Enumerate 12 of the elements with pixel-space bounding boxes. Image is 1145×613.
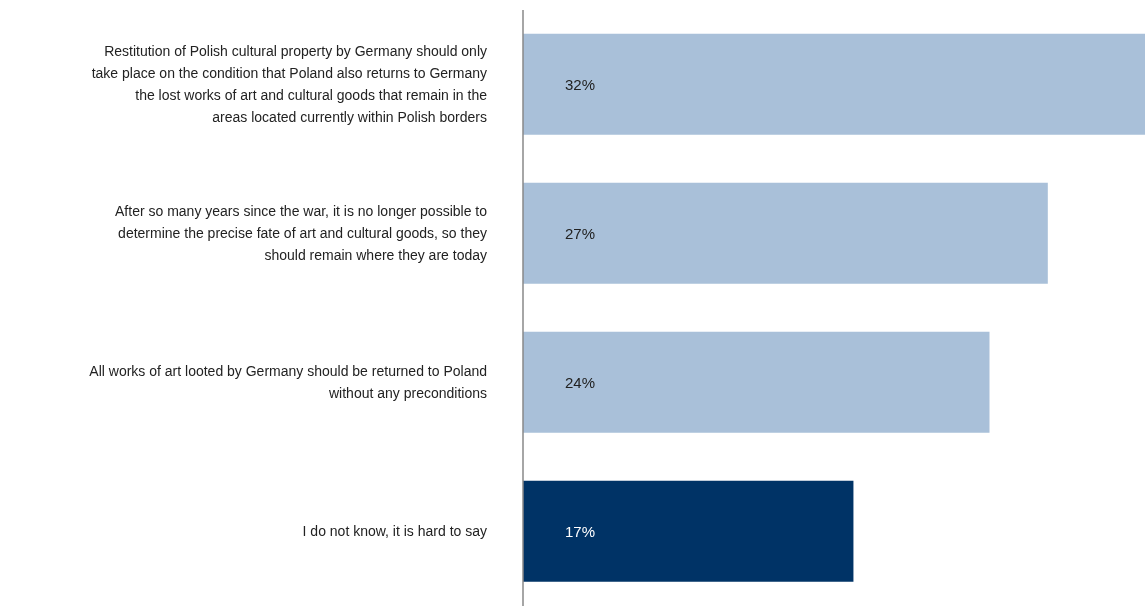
y-tick-label: All works of art looted by Germany should be returned to Poland without any preconditions [89,363,487,402]
data-label: 27% [565,224,596,242]
data-label: 17% [565,522,596,540]
y-tick-label: Restitution of Polish cultural property by Germany should only take place on the condition that Poland also returns to Germany the lost works of art and cultural goods that remain in the areas located currently within Polish borders [91,43,488,126]
data-label: 24% [565,373,596,391]
y-tick-label: I do not know, it is hard to say [302,523,487,540]
bar [523,480,854,582]
bar [523,331,990,433]
y-tick-label: After so many years since the war, it is no longer possible to determine the precise fate of art and cultural goods, so they should remain where they are today [115,203,488,264]
data-label: 32% [565,75,596,93]
bar [523,182,1048,284]
bar [523,33,1145,135]
